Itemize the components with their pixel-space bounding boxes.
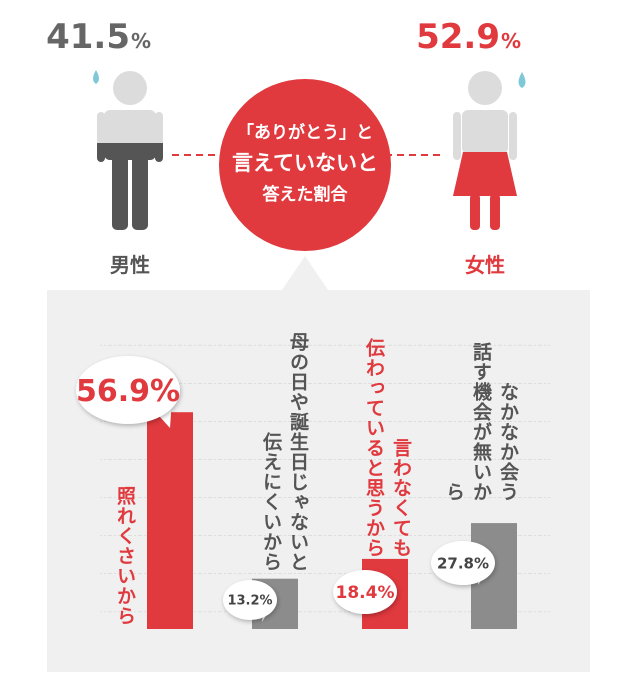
center-circle [219, 79, 391, 251]
center-text: 「ありがとう」と [237, 122, 373, 143]
value-label: 13.2% [227, 594, 272, 609]
value-label: 27.8% [437, 554, 489, 572]
male-unit: % [131, 29, 151, 53]
female-unit: % [501, 29, 521, 53]
center-text: 言えていないと [232, 151, 378, 175]
category-label: なかなか会う 話す機会が無いから [443, 342, 519, 502]
bubble [431, 541, 495, 585]
category-label: 母の日や誕生日じゃないと 伝えにくいから [260, 332, 309, 572]
male-icon [93, 70, 163, 230]
category-label: 照れくさいから [114, 486, 136, 626]
value-label: 18.4% [336, 583, 395, 603]
center-text: 答えた割合 [262, 184, 349, 205]
male-value: 41.5 [46, 17, 130, 57]
male-label: 男性 [110, 253, 150, 277]
female-icon [453, 71, 526, 230]
value-label: 56.9% [76, 374, 180, 409]
bubble [76, 356, 180, 424]
category-label: 言わなくても 伝わっていると思うから [363, 338, 412, 558]
female-value: 52.9 [416, 17, 500, 57]
bubble [223, 580, 277, 620]
female-label: 女性 [465, 253, 505, 277]
bar [147, 412, 193, 629]
bubble [333, 570, 397, 614]
